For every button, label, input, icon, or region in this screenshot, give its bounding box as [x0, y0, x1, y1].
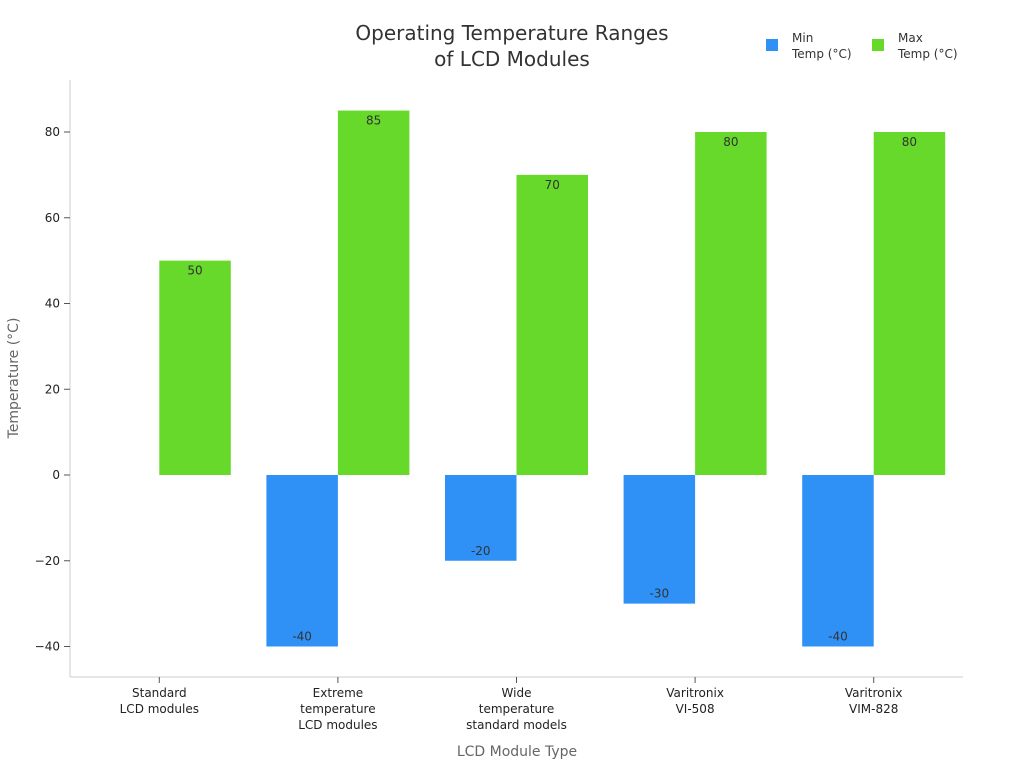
- y-tick-label: 80: [45, 125, 60, 139]
- y-axis-title: Temperature (°C): [6, 318, 22, 440]
- chart-title-line-2: of LCD Modules: [434, 47, 590, 71]
- legend-swatch-max: [872, 39, 884, 51]
- bar-label-min-1: -40: [292, 630, 312, 644]
- y-ticks: −40 −20 0 20 40 60 80: [35, 125, 70, 654]
- bar-max-3: [695, 132, 767, 475]
- x-axis-title: LCD Module Type: [457, 744, 577, 760]
- x-tick-label: Varitronix: [666, 686, 724, 700]
- x-tick-label: temperature: [479, 702, 554, 716]
- x-tick-label: Extreme: [313, 686, 364, 700]
- bar-min-1: [266, 475, 338, 647]
- bar-label-min-4: -40: [828, 630, 848, 644]
- bar-min-4: [802, 475, 874, 647]
- bar-label-max-4: 80: [902, 135, 917, 149]
- legend-label-min-line-2: Temp (°C): [791, 47, 852, 61]
- y-tick-label: −40: [35, 640, 60, 654]
- legend-swatch-min: [766, 39, 778, 51]
- x-tick-label: VI-508: [676, 702, 715, 716]
- legend-label-max-line-1: Max: [898, 31, 923, 45]
- x-tick-label: Varitronix: [845, 686, 903, 700]
- chart-title-line-1: Operating Temperature Ranges: [355, 21, 668, 45]
- x-tick-label: standard models: [466, 718, 567, 732]
- y-tick-label: −20: [35, 554, 60, 568]
- legend-label-max-line-2: Temp (°C): [897, 47, 958, 61]
- x-ticks: Standard LCD modules Extreme temperature LCD…: [120, 677, 903, 732]
- bar-min-2: [445, 475, 517, 561]
- bar-label-max-2: 70: [545, 178, 560, 192]
- bar-max-1: [337, 110, 410, 475]
- x-tick-label: LCD modules: [298, 718, 377, 732]
- x-tick-label: VIM-828: [849, 702, 898, 716]
- x-tick-label: Wide: [502, 686, 532, 700]
- bars: [159, 110, 946, 647]
- y-tick-label: 40: [45, 297, 60, 311]
- bar-max-4: [873, 132, 946, 475]
- y-tick-label: 0: [52, 468, 60, 482]
- legend: Min Temp (°C) Max Temp (°C): [766, 31, 958, 61]
- legend-label-min-line-1: Min: [792, 31, 813, 45]
- bar-label-max-3: 80: [723, 135, 738, 149]
- y-tick-label: 60: [45, 211, 60, 225]
- bar-max-2: [516, 174, 588, 475]
- bar-max-0: [159, 260, 231, 475]
- bar-labels: 50 -40 85 -20 70 -30 80 -40 80: [187, 114, 917, 644]
- bar-label-max-1: 85: [366, 114, 381, 128]
- bar-label-min-3: -30: [650, 587, 670, 601]
- bar-min-3: [623, 475, 696, 604]
- bar-label-max-0: 50: [187, 264, 202, 278]
- bar-label-min-2: -20: [471, 544, 491, 558]
- x-tick-label: temperature: [300, 702, 375, 716]
- y-tick-label: 20: [45, 382, 60, 396]
- x-tick-label: Standard: [132, 686, 187, 700]
- x-tick-label: LCD modules: [120, 702, 199, 716]
